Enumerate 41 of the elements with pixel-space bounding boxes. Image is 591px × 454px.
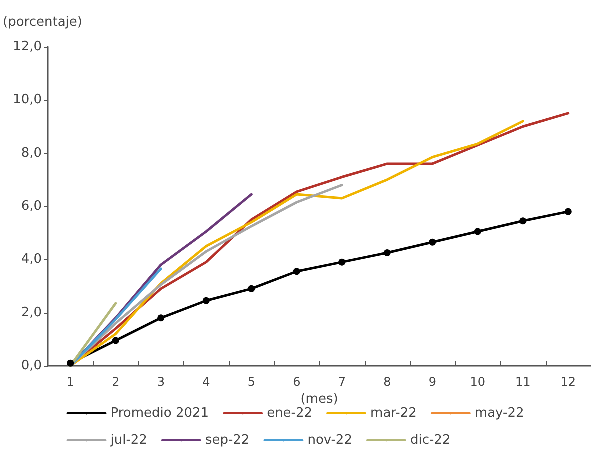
point bbox=[112, 337, 120, 344]
x-axis-title: (mes) bbox=[300, 392, 338, 407]
x-tick-label: 7 bbox=[338, 375, 346, 389]
x-tick-label: 9 bbox=[428, 375, 436, 389]
point bbox=[248, 285, 256, 292]
point bbox=[474, 228, 482, 236]
point bbox=[293, 268, 300, 276]
x-tick-label: 12 bbox=[560, 375, 576, 389]
point bbox=[158, 314, 165, 322]
x-tick-label: 2 bbox=[112, 375, 120, 389]
point bbox=[338, 258, 346, 266]
legend-label: Promedio 2021 bbox=[110, 406, 210, 421]
x-tick-label: 10 bbox=[470, 375, 486, 389]
y-tick-label: 8,0 bbox=[21, 146, 42, 161]
x-tick-label: 6 bbox=[293, 375, 301, 389]
legend-label: jul-22 bbox=[110, 433, 148, 448]
x-tick-label: 11 bbox=[515, 375, 531, 389]
legend-label: may-22 bbox=[474, 406, 524, 421]
y-tick-label: 2,0 bbox=[21, 305, 42, 320]
y-tick-label: 12,0 bbox=[13, 40, 42, 54]
point bbox=[384, 250, 391, 257]
legend-label: dic-22 bbox=[410, 433, 451, 448]
legend-label: mar-22 bbox=[370, 406, 417, 421]
point bbox=[520, 218, 527, 225]
y-tick-label: 6,0 bbox=[21, 199, 42, 214]
x-tick-label: 5 bbox=[248, 375, 256, 389]
y-tick-label: 0,0 bbox=[21, 358, 42, 374]
x-tick-label: 8 bbox=[384, 375, 392, 389]
x-tick-label: 4 bbox=[202, 375, 210, 389]
x-tick-label: 3 bbox=[157, 375, 165, 389]
point bbox=[202, 297, 210, 304]
legend-label: ene-22 bbox=[267, 406, 313, 421]
x-tick-label: 1 bbox=[66, 375, 74, 389]
y-tick-label: 10,0 bbox=[13, 92, 42, 108]
point bbox=[67, 360, 74, 367]
point bbox=[564, 208, 572, 216]
legend-label: nov-22 bbox=[308, 433, 352, 448]
y-axis-title: (porcentaje) bbox=[3, 15, 82, 30]
legend-label: sep-22 bbox=[205, 433, 250, 448]
point bbox=[429, 238, 436, 246]
y-tick-label: 4,0 bbox=[21, 252, 42, 268]
